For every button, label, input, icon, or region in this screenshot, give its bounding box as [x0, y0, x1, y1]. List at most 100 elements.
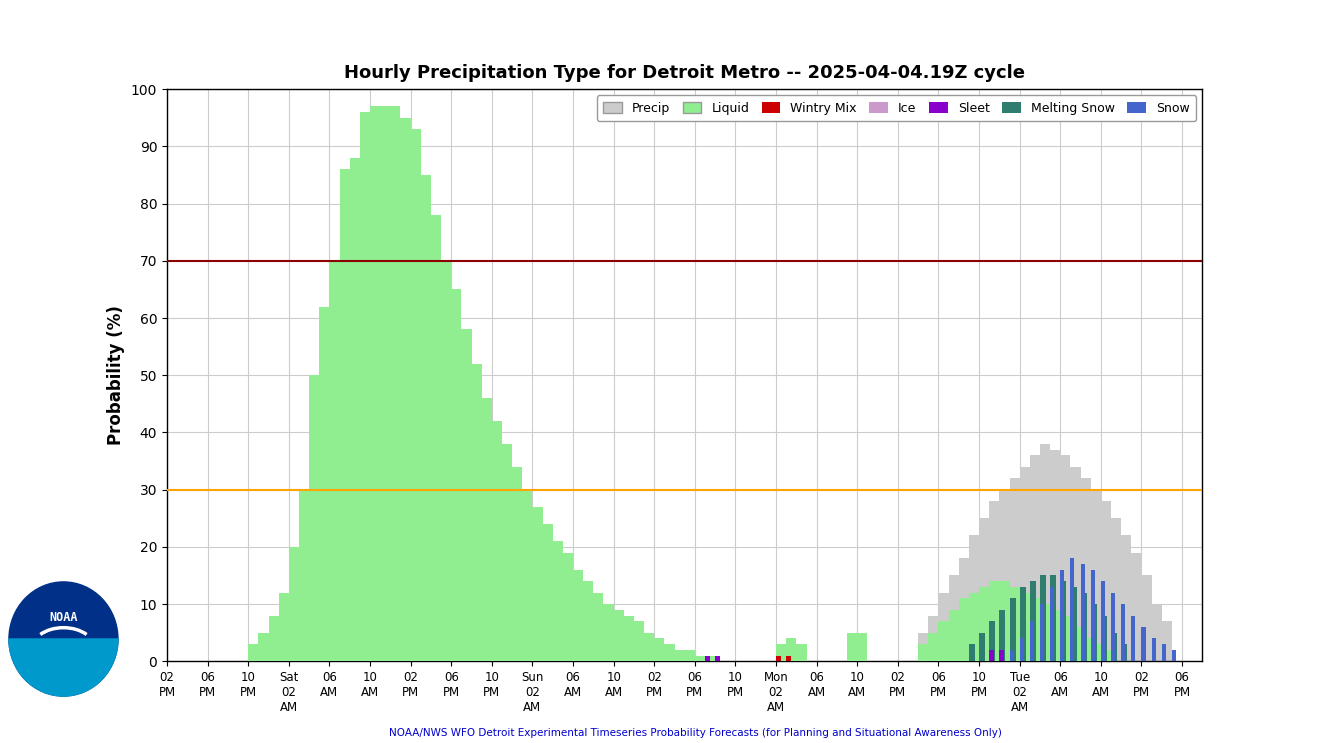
Bar: [1061, 581, 1066, 661]
Bar: [512, 467, 522, 661]
Bar: [929, 633, 938, 661]
Bar: [279, 593, 289, 661]
Bar: [1090, 604, 1097, 661]
Bar: [949, 575, 959, 661]
Bar: [370, 106, 381, 661]
Bar: [584, 581, 593, 661]
Bar: [1081, 564, 1085, 661]
Bar: [390, 106, 401, 661]
Bar: [1152, 638, 1156, 661]
Bar: [847, 633, 858, 661]
Bar: [796, 644, 807, 661]
Bar: [461, 329, 472, 661]
Bar: [1152, 604, 1162, 661]
Bar: [675, 650, 685, 661]
Bar: [279, 593, 289, 661]
Bar: [1070, 587, 1077, 661]
Bar: [542, 524, 553, 661]
Bar: [969, 536, 979, 661]
Bar: [432, 215, 441, 661]
Bar: [330, 261, 339, 661]
Bar: [492, 421, 502, 661]
Bar: [949, 610, 959, 661]
Bar: [472, 364, 482, 661]
Text: NOAA/NWS WFO Detroit Experimental Timeseries Probability Forecasts (for Planning: NOAA/NWS WFO Detroit Experimental Timese…: [389, 727, 1002, 738]
Bar: [664, 644, 675, 661]
Bar: [1039, 604, 1043, 661]
Bar: [918, 633, 929, 661]
Bar: [613, 610, 624, 661]
Bar: [1039, 604, 1050, 661]
Bar: [635, 621, 644, 661]
Bar: [979, 633, 985, 661]
Bar: [593, 593, 604, 661]
Bar: [786, 638, 796, 661]
Bar: [1030, 598, 1039, 661]
Bar: [410, 129, 421, 661]
Bar: [969, 593, 979, 661]
Bar: [359, 112, 370, 661]
Bar: [269, 615, 279, 661]
Bar: [1039, 575, 1046, 661]
Bar: [858, 633, 867, 661]
Bar: [289, 547, 299, 661]
Bar: [604, 604, 613, 661]
Bar: [512, 467, 522, 661]
Text: NOAA: NOAA: [49, 611, 77, 624]
Bar: [452, 289, 461, 661]
Bar: [472, 364, 482, 661]
Bar: [309, 375, 319, 661]
Bar: [695, 655, 705, 661]
Bar: [461, 329, 472, 661]
Bar: [502, 444, 512, 661]
Bar: [258, 633, 269, 661]
Bar: [1061, 570, 1065, 661]
Bar: [858, 633, 867, 661]
Bar: [695, 655, 705, 661]
Bar: [1121, 536, 1132, 661]
Bar: [675, 650, 685, 661]
Bar: [482, 398, 492, 661]
Bar: [522, 490, 533, 661]
Bar: [1050, 587, 1054, 661]
Bar: [319, 307, 330, 661]
Bar: [1070, 627, 1081, 661]
Bar: [350, 158, 359, 661]
Bar: [248, 644, 258, 661]
Bar: [918, 644, 929, 661]
Bar: [573, 570, 584, 661]
Bar: [705, 655, 715, 661]
Bar: [289, 547, 299, 661]
Bar: [1030, 621, 1034, 661]
Bar: [533, 507, 542, 661]
Bar: [482, 398, 492, 661]
Bar: [492, 421, 502, 661]
Bar: [1010, 598, 1015, 661]
Bar: [1061, 615, 1070, 661]
Bar: [584, 581, 593, 661]
Title: Hourly Precipitation Type for Detroit Metro -- 2025-04-04.19Z cycle: Hourly Precipitation Type for Detroit Me…: [345, 64, 1025, 82]
Bar: [1112, 593, 1116, 661]
Bar: [299, 490, 309, 661]
Bar: [1070, 467, 1081, 661]
Bar: [1019, 467, 1030, 661]
Bar: [664, 644, 675, 661]
Bar: [604, 604, 613, 661]
Bar: [1112, 519, 1121, 661]
Bar: [441, 261, 452, 661]
Bar: [979, 519, 989, 661]
Bar: [350, 158, 359, 661]
Bar: [441, 261, 452, 661]
Bar: [1010, 587, 1019, 661]
Bar: [1101, 650, 1112, 661]
Bar: [593, 593, 604, 661]
Bar: [1081, 478, 1090, 661]
Bar: [989, 621, 995, 661]
Bar: [258, 633, 269, 661]
Bar: [1090, 570, 1094, 661]
Bar: [1101, 581, 1105, 661]
Bar: [522, 490, 533, 661]
Bar: [715, 655, 720, 661]
Bar: [269, 615, 279, 661]
Bar: [339, 169, 350, 661]
